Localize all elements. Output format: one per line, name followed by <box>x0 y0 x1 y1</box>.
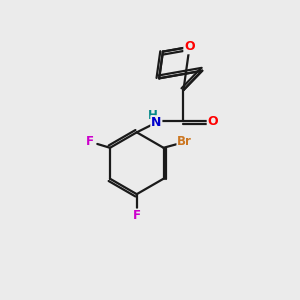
Text: H: H <box>148 109 158 122</box>
Text: F: F <box>86 135 94 148</box>
Text: O: O <box>208 115 218 128</box>
Text: O: O <box>184 40 195 53</box>
Text: N: N <box>151 116 161 129</box>
Text: F: F <box>133 209 141 223</box>
Text: Br: Br <box>177 135 192 148</box>
